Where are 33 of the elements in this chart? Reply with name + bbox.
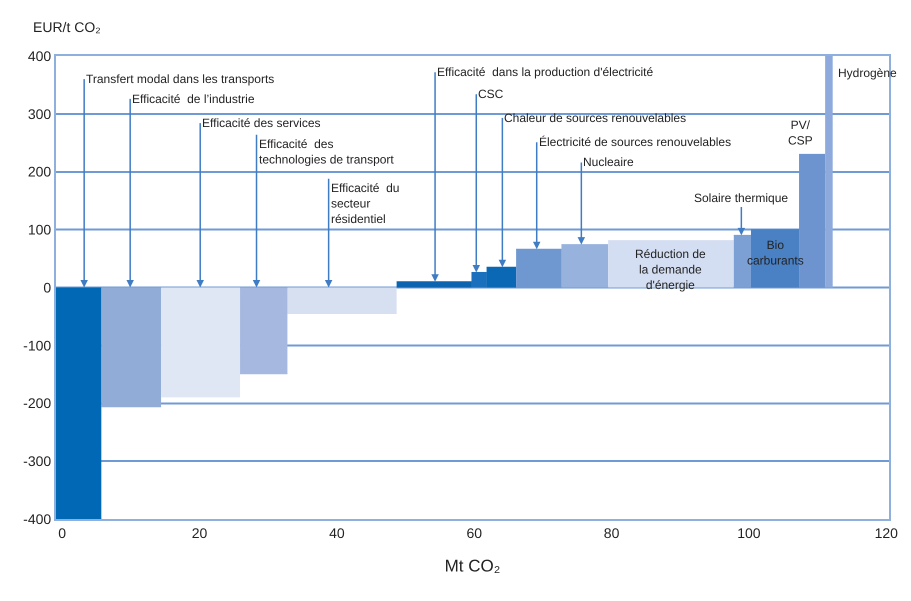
- y-tick-label: -300: [23, 453, 52, 470]
- annotation: PV/ CSP: [788, 118, 813, 148]
- annotation: Efficacité du secteur résidentiel: [331, 181, 400, 226]
- annotation: Réduction de la demande d'énergie: [635, 247, 706, 292]
- y-tick-label: 100: [28, 222, 52, 238]
- x-axis-title: Mt CO₂: [444, 556, 500, 576]
- y-tick-label: -400: [23, 510, 52, 527]
- x-tick-label: 120: [874, 524, 898, 541]
- annotation: Efficacité dans la production d'électricité: [437, 65, 654, 79]
- annotation: Chaleur de sources renouvelables: [504, 111, 686, 125]
- y-tick-label: -100: [23, 337, 52, 354]
- annotation: Efficacité des services: [202, 116, 320, 130]
- annotation: CSC: [478, 87, 504, 101]
- annotation: Transfert modal dans les transports: [86, 72, 274, 86]
- y-tick-label: 200: [28, 164, 52, 180]
- y-tick-label: 0: [43, 279, 52, 296]
- annotation: Bio carburants: [747, 238, 804, 268]
- annotation: Solaire thermique: [694, 191, 788, 205]
- annotation: Nucleaire: [583, 155, 634, 169]
- x-tick-label: 100: [737, 524, 761, 541]
- y-tick-label: -200: [23, 395, 52, 412]
- y-axis-title: EUR/t CO₂: [33, 19, 101, 35]
- annotation: Efficacité des technologies de transport: [259, 137, 394, 167]
- annotation: Hydrogène: [838, 66, 898, 80]
- annotation: Électricité de sources renouvelables: [539, 135, 732, 149]
- x-tick-label: 60: [466, 524, 482, 541]
- x-tick-label: 0: [58, 524, 66, 541]
- x-tick-label: 40: [329, 524, 345, 541]
- y-tick-label: 400: [28, 48, 52, 64]
- y-tick-label: 300: [28, 106, 52, 122]
- x-tick-label: 20: [192, 524, 208, 541]
- x-tick-label: 80: [604, 524, 620, 541]
- annotation: Efficacité de l’industrie: [132, 92, 255, 106]
